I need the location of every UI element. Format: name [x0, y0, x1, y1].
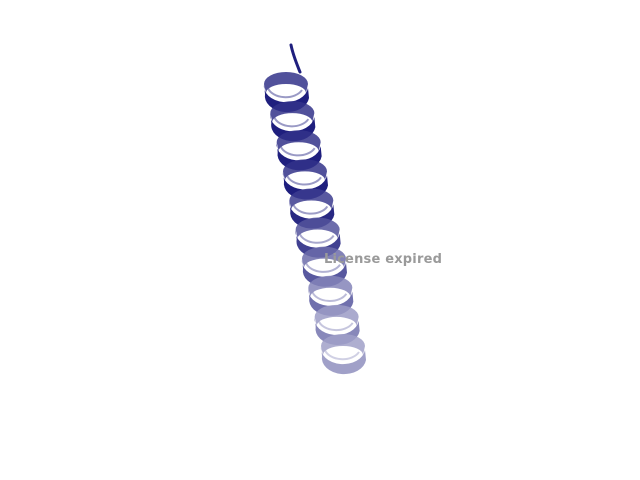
helix-turn-highlight — [273, 116, 310, 128]
helix-turn-back — [308, 275, 353, 297]
helix-turn-back — [321, 334, 365, 355]
helix-turn-back — [264, 72, 308, 93]
helix-turn-highlight — [311, 291, 348, 302]
helix-turn-back — [314, 304, 359, 326]
helix-turn — [320, 334, 366, 375]
helix-turn-front — [320, 346, 366, 375]
helix-turn-back — [289, 188, 334, 210]
helix-turn-highlight — [292, 204, 329, 215]
n-terminal-tail — [289, 43, 302, 74]
helix-turn-highlight — [305, 262, 341, 273]
helix-turn-highlight — [298, 233, 335, 244]
helix-turn-back — [276, 130, 321, 152]
helix-turn-highlight — [286, 174, 322, 186]
helix-turn-back — [270, 101, 315, 123]
helix-turn-highlight — [317, 320, 354, 332]
helix-ribbon — [263, 43, 366, 375]
helix-turn-highlight — [324, 349, 360, 361]
helix-turn-highlight — [267, 87, 303, 99]
helix-turn-highlight — [279, 145, 316, 157]
helix-turn-back — [302, 246, 346, 268]
helix-turn-back — [283, 159, 327, 181]
helix-turn-back — [295, 217, 340, 239]
